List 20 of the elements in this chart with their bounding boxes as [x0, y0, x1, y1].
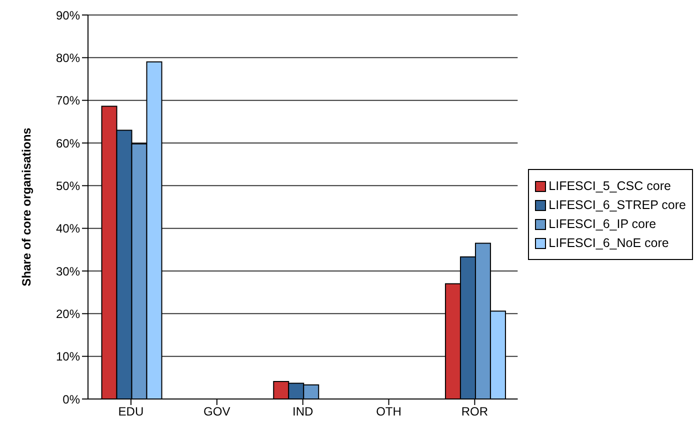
y-tick-label: 70%	[56, 94, 80, 108]
y-tick-label: 30%	[56, 264, 80, 278]
x-tick-label: EDU	[118, 404, 144, 419]
legend-label: LIFESCI_6_STREP core	[548, 198, 686, 212]
y-tick-label: 10%	[56, 350, 80, 364]
y-axis-title: Share of core organisations	[19, 127, 34, 286]
y-tick-label: 50%	[56, 178, 80, 193]
y-tick-label: 40%	[56, 222, 80, 236]
legend-label: LIFESCI_5_CSC core	[548, 179, 671, 193]
y-tick-label: 90%	[56, 8, 80, 22]
x-tick-label: ROR	[461, 404, 488, 419]
x-tick-label: GOV	[204, 404, 230, 419]
x-tick-label: IND	[292, 404, 314, 419]
legend-label: LIFESCI_6_NoE core	[548, 236, 669, 250]
y-tick-label: 80%	[56, 50, 80, 65]
x-tick-label: OTH	[376, 404, 402, 419]
legend-label: LIFESCI_6_IP core	[548, 217, 656, 231]
y-tick-label: 0%	[62, 392, 80, 406]
y-tick-label: 60%	[56, 136, 80, 150]
y-tick-label: 20%	[56, 306, 80, 321]
